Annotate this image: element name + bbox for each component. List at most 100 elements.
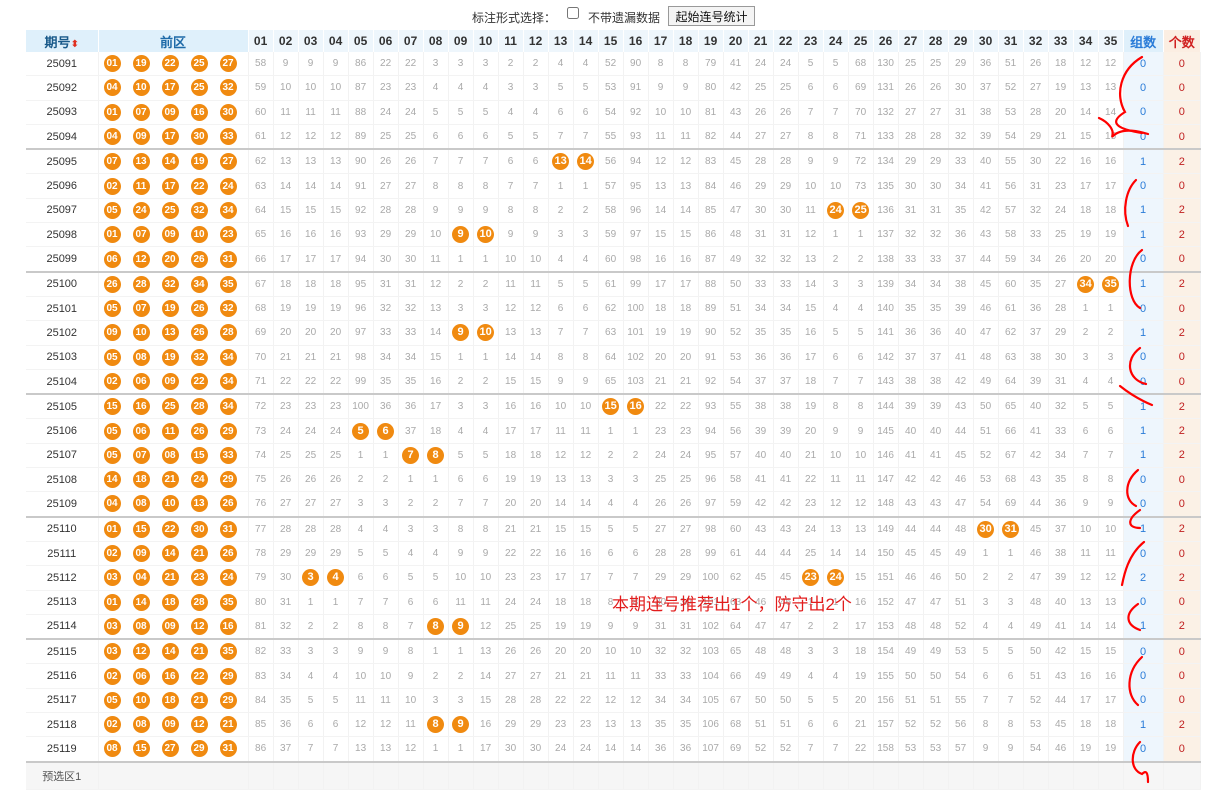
count-cell: 2: [1163, 149, 1202, 175]
preselect-cell[interactable]: [1023, 761, 1049, 790]
omission-cell: 26: [898, 75, 924, 101]
omission-cell: 12: [623, 688, 649, 714]
preselect-cell[interactable]: [423, 761, 449, 790]
header-number: 18: [673, 30, 699, 52]
omission-cell: 39: [773, 418, 799, 444]
omission-cell: 2: [448, 369, 474, 396]
preselect-cell[interactable]: [573, 761, 599, 790]
omission-cell: 13: [348, 736, 374, 763]
preselect-cell[interactable]: [373, 761, 399, 790]
omission-cell: 3: [1073, 345, 1099, 370]
preselect-cell[interactable]: [998, 761, 1024, 790]
sort-arrows-icon[interactable]: ⬍: [70, 38, 79, 50]
preselect-cell[interactable]: [898, 761, 924, 790]
omission-cell: 73: [848, 173, 874, 199]
preselect-cell[interactable]: [773, 761, 799, 790]
preselect-cell[interactable]: [648, 761, 674, 790]
omission-cell: 25: [323, 443, 349, 469]
consecutive-ball: 25: [852, 201, 870, 219]
preselect-cell[interactable]: [448, 761, 474, 790]
omission-cell: 33: [923, 246, 949, 273]
omission-cell: 43: [923, 491, 949, 518]
groups-cell: 1: [1123, 443, 1164, 469]
omission-cell: 20: [573, 639, 599, 665]
preselect-cell[interactable]: [923, 761, 949, 790]
preselect-cell[interactable]: [873, 761, 899, 790]
hit-cell: 4: [323, 565, 349, 591]
header-number: 30: [973, 30, 999, 52]
preselect-cell[interactable]: [623, 761, 649, 790]
omission-cell: 75: [248, 467, 274, 493]
preselect-cell[interactable]: [473, 761, 499, 790]
preselect-cell[interactable]: [98, 761, 249, 790]
omission-cell: 11: [573, 418, 599, 444]
no-omission-checkbox[interactable]: [567, 7, 579, 19]
preselect-cell[interactable]: [523, 761, 549, 790]
omission-cell: 2: [1098, 320, 1124, 346]
front-zone-cell: 05 08 19 32 34: [98, 345, 249, 370]
count-cell: 0: [1163, 736, 1202, 763]
count-cell: 2: [1163, 614, 1202, 641]
omission-cell: 88: [348, 100, 374, 125]
preselect-cell[interactable]: [498, 761, 524, 790]
preselect-cell[interactable]: [273, 761, 299, 790]
preselect-cell[interactable]: [598, 761, 624, 790]
preselect-cell[interactable]: [848, 761, 874, 790]
omission-cell: 35: [673, 712, 699, 738]
preselect-cell[interactable]: [748, 761, 774, 790]
preselect-cell[interactable]: [1098, 761, 1124, 790]
omission-cell: 2: [423, 663, 449, 689]
period-cell: 25093: [26, 100, 99, 125]
preselect-cell[interactable]: [698, 761, 724, 790]
preselect-cell[interactable]: [948, 761, 974, 790]
front-zone-cell: 05 07 08 15 33: [98, 443, 249, 469]
preselect-cell[interactable]: [1048, 761, 1074, 790]
omission-cell: 26: [398, 149, 424, 175]
preselect-cell[interactable]: [323, 761, 349, 790]
front-ball: 26: [103, 275, 121, 293]
omission-cell: 54: [973, 491, 999, 518]
preselect-cell[interactable]: [548, 761, 574, 790]
header-number: 34: [1073, 30, 1099, 52]
omission-cell: 8: [473, 173, 499, 199]
header-number: 19: [698, 30, 724, 52]
omission-cell: 150: [873, 541, 899, 567]
preselect-cell[interactable]: [823, 761, 849, 790]
omission-cell: 6: [473, 124, 499, 151]
omission-cell: 40: [1023, 394, 1049, 420]
preselect-cell[interactable]: [973, 761, 999, 790]
header-number: 05: [348, 30, 374, 52]
omission-cell: 48: [773, 639, 799, 665]
table-row: 25098 01 07 09 10 23 65 16 16 16 93 29 29 10 9 10 9 9 3 3 59…: [26, 222, 1202, 248]
preselect-cell[interactable]: [298, 761, 324, 790]
preselect-cell[interactable]: [1073, 761, 1099, 790]
front-ball: 05: [103, 300, 121, 318]
omission-cell: 2: [848, 246, 874, 273]
table-row: 25114 03 08 09 12 16 81 32 2 2 8 8 7 8 9 12 25 25 19 19 9 9 31…: [26, 614, 1202, 641]
preselect-cell[interactable]: [723, 761, 749, 790]
omission-cell: 33: [273, 639, 299, 665]
count-cell: 0: [1163, 467, 1202, 493]
preselect-cell[interactable]: [398, 761, 424, 790]
omission-cell: 24: [798, 516, 824, 542]
period-cell: 25091: [26, 52, 99, 77]
omission-cell: 12: [1073, 52, 1099, 77]
omission-cell: 50: [923, 663, 949, 689]
preselect-cell[interactable]: [673, 761, 699, 790]
omission-cell: 69: [998, 491, 1024, 518]
omission-cell: 6: [298, 712, 324, 738]
omission-cell: 4: [548, 246, 574, 273]
omission-cell: 1: [573, 173, 599, 199]
omission-cell: 2: [573, 198, 599, 224]
preselect-cell[interactable]: [798, 761, 824, 790]
preselect-cell[interactable]: [248, 761, 274, 790]
preselect-cell[interactable]: [1163, 761, 1202, 790]
header-period[interactable]: 期号⬍: [26, 30, 99, 52]
preselect-cell[interactable]: [1123, 761, 1164, 790]
omission-cell: 16: [523, 394, 549, 420]
preselect-cell[interactable]: [348, 761, 374, 790]
omission-cell: 30: [398, 246, 424, 273]
front-ball: 12: [190, 716, 208, 734]
start-consecutive-stats-button[interactable]: 起始连号统计: [668, 6, 755, 26]
omission-cell: 7: [348, 590, 374, 615]
